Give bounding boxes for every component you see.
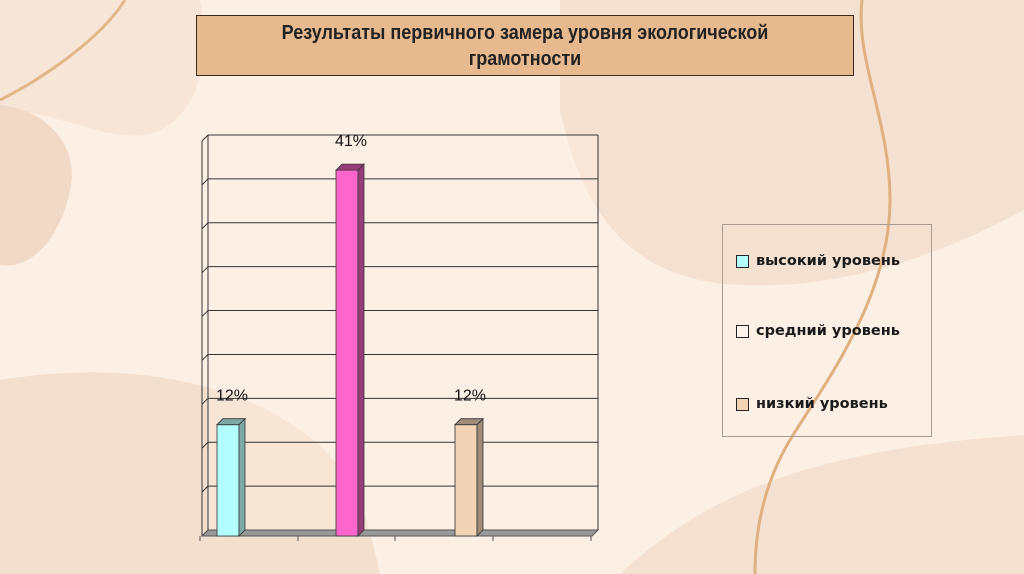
chart-floor <box>200 529 600 537</box>
bar-side-2 <box>476 417 484 537</box>
gridline-side <box>201 266 209 274</box>
legend-label-low: низкий уровень <box>756 396 888 412</box>
gridline-side <box>201 397 209 405</box>
chart-back-wall <box>208 135 598 530</box>
gridline-side <box>201 310 209 317</box>
data-label-1: 41% <box>335 133 367 150</box>
decor-blob-bottom-left <box>0 372 380 574</box>
bar-1 <box>335 169 359 537</box>
legend-swatch-high <box>736 254 749 268</box>
legend-item-medium: средний уровень <box>736 323 900 339</box>
bar-top-2 <box>454 418 484 426</box>
decor-blob-left <box>0 105 72 266</box>
gridline-side <box>201 178 209 186</box>
bar-top-0 <box>216 418 246 426</box>
decor-blob-bottom-right <box>620 435 1024 574</box>
data-label-0: 12% <box>216 388 248 405</box>
decor-curve-left <box>0 0 127 102</box>
gridline-side <box>201 222 209 230</box>
bar-2 <box>454 424 478 537</box>
slide-title: Результаты первичного замера уровня экол… <box>281 21 769 70</box>
legend-item-high: высокий уровень <box>736 253 900 269</box>
decor-curve-right <box>753 0 892 574</box>
bar-top-1 <box>335 163 365 171</box>
chart-legend: высокий уровень средний уровень низкий у… <box>722 224 932 437</box>
gridline-side <box>201 485 209 493</box>
bar-side-1 <box>357 163 365 537</box>
data-label-2: 12% <box>454 388 486 405</box>
bar-0 <box>216 424 240 537</box>
title-box: Результаты первичного замера уровня экол… <box>196 15 854 76</box>
chart-bars <box>216 163 484 537</box>
legend-swatch-low <box>736 397 749 411</box>
gridline-side <box>201 441 209 449</box>
gridline-side <box>201 354 209 361</box>
legend-item-low: низкий уровень <box>736 396 888 412</box>
chart-data-labels: 12% 41% 12% <box>216 133 486 405</box>
legend-swatch-medium <box>736 324 749 338</box>
bar-side-0 <box>238 417 246 537</box>
gridline-side <box>201 134 209 142</box>
legend-label-high: высокий уровень <box>756 253 901 269</box>
decor-blob-top-left <box>0 0 204 136</box>
chart-grid <box>199 134 600 541</box>
legend-label-medium: средний уровень <box>756 323 900 339</box>
